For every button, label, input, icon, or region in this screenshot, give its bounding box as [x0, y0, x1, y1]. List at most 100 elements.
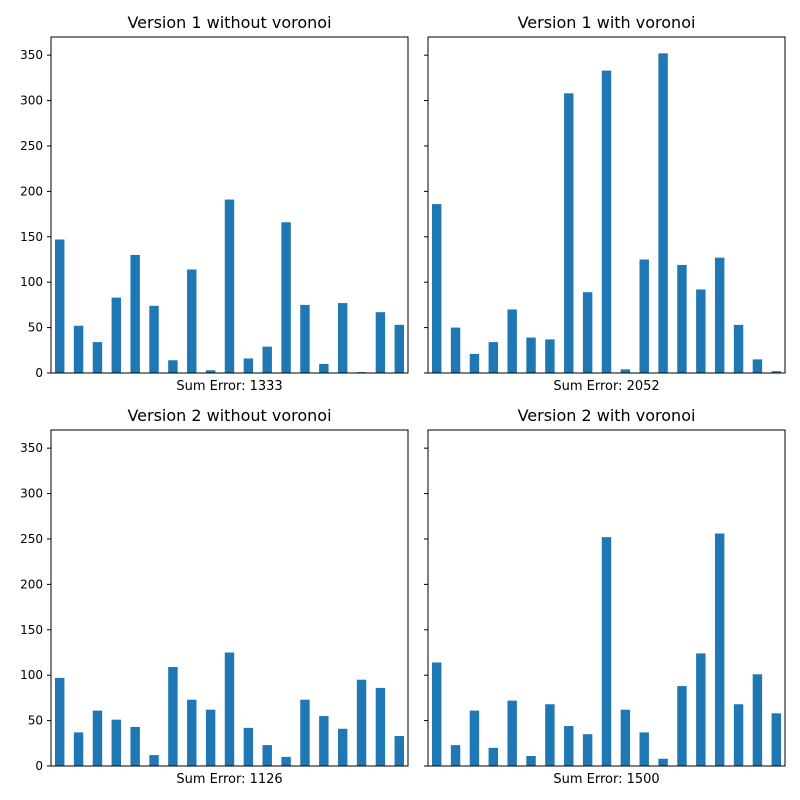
bar [319, 363, 329, 373]
y-tick-label: 200 [20, 184, 43, 198]
bar [752, 674, 763, 766]
bar [92, 710, 103, 766]
bar [601, 537, 612, 766]
panel-title: Version 2 with voronoi [518, 406, 696, 425]
bar [375, 312, 386, 373]
axes-frame [427, 36, 786, 374]
y-tick-label: 350 [20, 48, 43, 62]
chart-panel-4: Version 2 with voronoi Sum Error: 1500 [424, 406, 786, 787]
bar [733, 324, 744, 373]
bar [337, 728, 348, 766]
y-tick-label: 100 [20, 668, 43, 682]
bar [300, 304, 310, 373]
y-tick-label: 300 [20, 94, 43, 108]
bar [92, 342, 103, 373]
bar [130, 726, 140, 766]
y-tick-label: 200 [20, 577, 43, 591]
bar [620, 709, 631, 766]
panel-title: Version 1 without voronoi [127, 13, 331, 32]
bar [488, 342, 499, 373]
chart-panel-3: 0 50 100 150 200 250 300 350 Version 2 without v… [20, 406, 409, 787]
bar [526, 756, 536, 766]
bar [168, 667, 178, 766]
bar [205, 709, 216, 766]
bar [469, 353, 480, 373]
bar [300, 699, 310, 766]
bar [432, 204, 442, 373]
bar [620, 369, 631, 373]
y-tick-label: 100 [20, 275, 43, 289]
bar [696, 653, 706, 766]
bar [601, 70, 612, 373]
bar [375, 687, 386, 766]
bar [714, 533, 725, 766]
axes-frame [50, 36, 409, 374]
bar [168, 360, 178, 373]
bar [545, 704, 555, 766]
bar [149, 305, 159, 373]
bar [243, 358, 254, 373]
bar [262, 346, 272, 373]
bar [545, 339, 555, 373]
bar [111, 719, 122, 766]
bar [450, 745, 461, 766]
bar [771, 713, 781, 766]
y-tick-label: 250 [20, 139, 43, 153]
bar [677, 264, 687, 373]
bar [507, 700, 517, 766]
bar [224, 199, 235, 373]
bar [281, 756, 291, 766]
bar [111, 297, 122, 373]
x-axis-label: Sum Error: 1500 [553, 772, 659, 787]
y-tick-label: 0 [35, 759, 43, 773]
bar [752, 359, 763, 373]
bar [582, 734, 593, 766]
bar [73, 325, 84, 373]
bar [149, 755, 159, 766]
axes-frame [50, 429, 409, 767]
bar [582, 292, 593, 373]
bar [394, 736, 404, 766]
bar [488, 747, 499, 766]
bar [55, 677, 65, 766]
y-tick-label: 300 [20, 487, 43, 501]
bar [337, 303, 348, 373]
bar [639, 732, 649, 766]
x-axis-label: Sum Error: 1126 [176, 772, 282, 787]
bar [696, 289, 706, 373]
x-axis-label: Sum Error: 1333 [176, 379, 282, 394]
y-tick-label: 50 [28, 321, 43, 335]
bar [432, 662, 442, 766]
bar [714, 257, 725, 373]
bar [187, 269, 197, 373]
y-tick-label: 50 [28, 714, 43, 728]
bar [243, 727, 254, 766]
bar [394, 324, 404, 373]
bar [356, 679, 367, 766]
y-tick-label: 350 [20, 441, 43, 455]
bar [469, 710, 480, 766]
bar [130, 254, 140, 373]
chart-panel-2: Version 1 with voronoi Sum Error: 2052 [424, 13, 786, 394]
bar [262, 745, 272, 766]
bar [658, 758, 668, 766]
panel-title: Version 2 without voronoi [127, 406, 331, 425]
bar [733, 704, 744, 766]
bar [564, 726, 574, 766]
bar [639, 259, 649, 373]
y-tick-label: 150 [20, 623, 43, 637]
panel-title: Version 1 with voronoi [518, 13, 696, 32]
y-tick-label: 0 [35, 366, 43, 380]
chart-panel-1: 0 50 100 150 200 250 300 350 Version 1 without v… [20, 13, 409, 394]
axes-frame [427, 429, 786, 767]
bar [564, 93, 574, 374]
bar [771, 371, 781, 373]
x-axis-label: Sum Error: 2052 [553, 379, 659, 394]
bar [319, 716, 329, 766]
bar [450, 327, 461, 373]
y-tick-label: 250 [20, 532, 43, 546]
bar [224, 652, 235, 766]
bar [73, 732, 84, 766]
bar [55, 239, 65, 373]
